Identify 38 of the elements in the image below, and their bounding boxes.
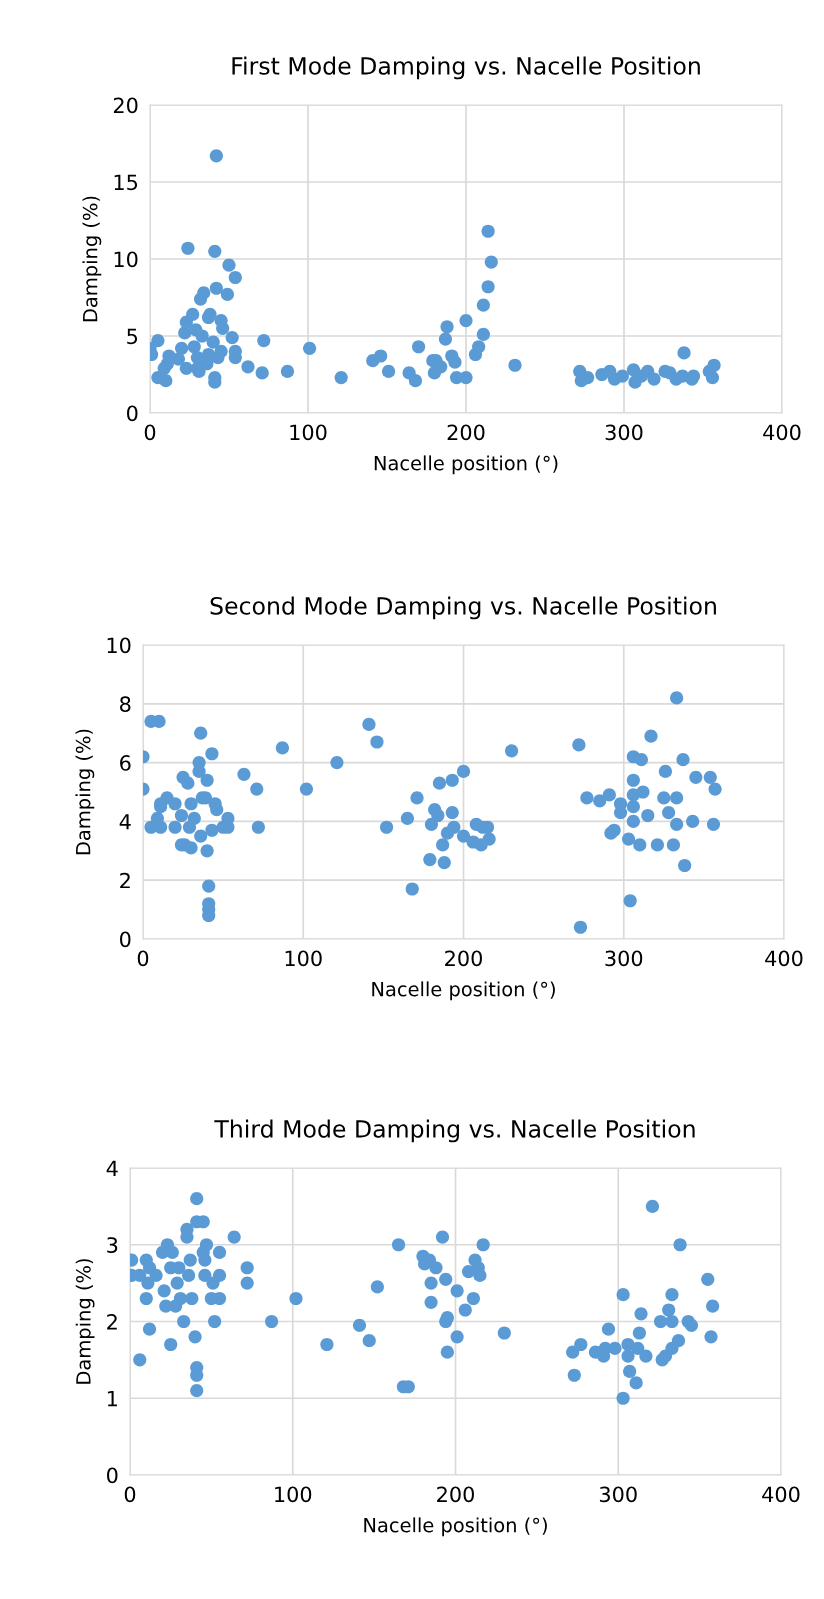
- y-tick-label: 0: [120, 931, 131, 948]
- chart-title: Second Mode Damping vs. Nacelle Position: [210, 596, 716, 620]
- y-tick-label: 4: [106, 1160, 118, 1176]
- y-tick-label: 8: [120, 696, 131, 713]
- chart-title: First Mode Damping vs. Nacelle Position: [232, 56, 700, 80]
- x-tick-label: 400: [765, 950, 803, 967]
- x-tick-label: 200: [447, 424, 485, 441]
- y-tick-label: 4: [119, 814, 131, 830]
- x-tick-label: 200: [437, 1486, 474, 1503]
- y-tick-label: 6: [120, 755, 131, 771]
- y-tick-label: 20: [113, 97, 138, 114]
- y-tick-label: 5: [127, 328, 138, 345]
- x-tick-label: 300: [599, 1486, 637, 1503]
- x-tick-label: 100: [275, 1486, 312, 1503]
- y-tick-label: 15: [114, 174, 138, 191]
- x-axis-title: Nacelle position (°): [374, 455, 558, 475]
- x-axis-title: Nacelle position (°): [364, 1517, 547, 1537]
- x-tick-label: 100: [285, 950, 322, 967]
- y-tick-label: 0: [107, 1467, 118, 1484]
- y-axis-title: Damping (%): [75, 729, 95, 855]
- x-tick-label: 100: [290, 424, 327, 441]
- y-tick-label: 0: [127, 405, 138, 422]
- x-tick-label: 0: [144, 424, 156, 441]
- y-tick-label: 1: [107, 1390, 117, 1407]
- x-tick-label: 200: [445, 950, 482, 967]
- x-tick-label: 300: [605, 950, 643, 967]
- x-axis-title: Nacelle position (°): [372, 981, 555, 1001]
- y-tick-label: 3: [107, 1237, 118, 1253]
- y-axis-title: Damping (%): [82, 196, 102, 322]
- y-tick-label: 10: [114, 251, 138, 268]
- x-tick-label: 400: [762, 1486, 800, 1503]
- x-tick-label: 300: [605, 424, 643, 441]
- y-tick-label: 2: [120, 872, 130, 889]
- y-axis-title: Damping (%): [75, 1259, 95, 1384]
- y-tick-label: 10: [107, 637, 131, 654]
- y-tick-label: 2: [107, 1313, 117, 1330]
- x-tick-label: 400: [763, 424, 801, 441]
- chart-title: Third Mode Damping vs. Nacelle Position: [214, 1119, 695, 1143]
